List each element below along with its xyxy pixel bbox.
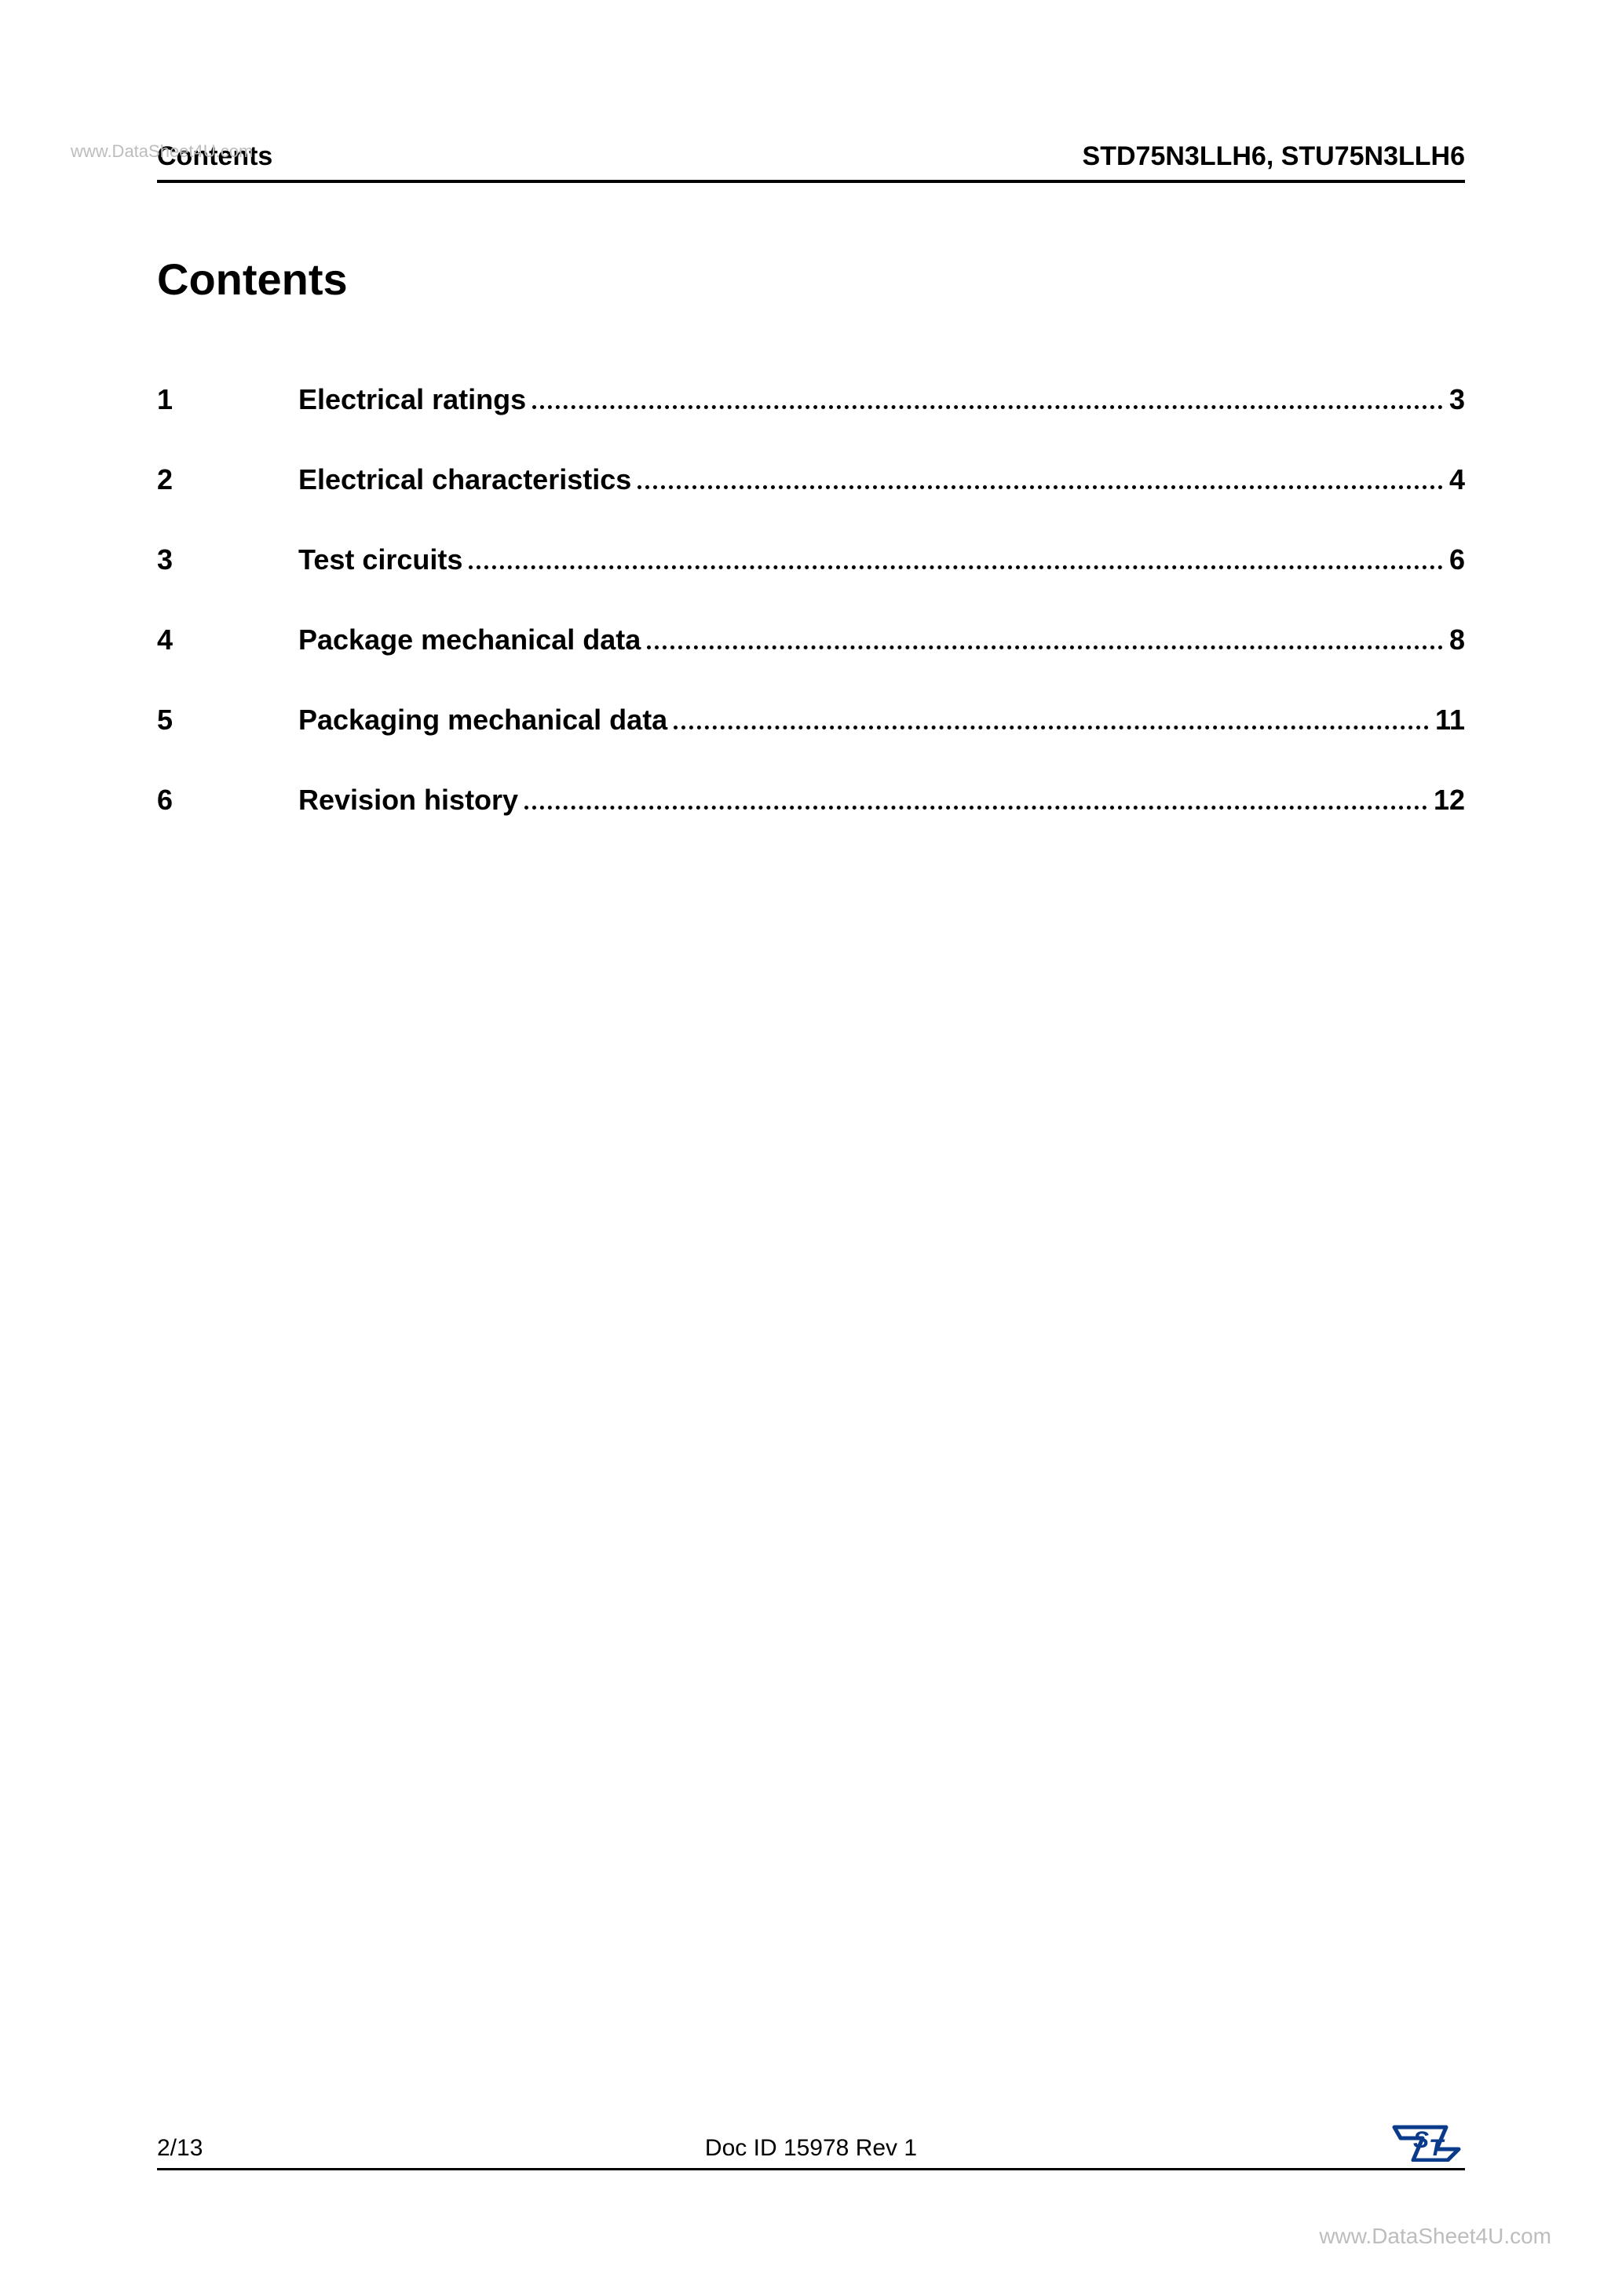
header-row: Contents STD75N3LLH6, STU75N3LLH6 [157, 141, 1465, 183]
toc-entry-number: 6 [157, 784, 298, 817]
watermark-top: www.DataSheet4U.com [71, 141, 253, 162]
toc-entry-title: Package mechanical data [298, 623, 641, 656]
toc-leader-dots [647, 645, 1443, 649]
toc-entry-page: 11 [1435, 704, 1465, 737]
st-logo-icon: S T [1390, 2115, 1465, 2162]
toc-entry[interactable]: 1 Electrical ratings 3 [157, 383, 1465, 416]
footer-row: 2/13 Doc ID 15978 Rev 1 S T [157, 2115, 1465, 2170]
toc-entry-page: 6 [1449, 543, 1465, 576]
toc-entry[interactable]: 5 Packaging mechanical data 11 [157, 704, 1465, 737]
toc-entry-number: 2 [157, 463, 298, 496]
table-of-contents: 1 Electrical ratings 3 2 Electrical char… [157, 383, 1465, 817]
toc-entry-number: 5 [157, 704, 298, 737]
watermark-bottom: www.DataSheet4U.com [1319, 2224, 1551, 2249]
toc-entry-number: 4 [157, 623, 298, 656]
toc-entry[interactable]: 2 Electrical characteristics 4 [157, 463, 1465, 496]
toc-entry-title: Test circuits [298, 543, 462, 576]
toc-entry-page: 12 [1434, 784, 1465, 817]
toc-leader-dots [524, 806, 1427, 810]
toc-entry-number: 3 [157, 543, 298, 576]
footer-logo: S T [1390, 2115, 1465, 2162]
toc-entry-page: 3 [1449, 383, 1465, 416]
toc-entry[interactable]: 6 Revision history 12 [157, 784, 1465, 817]
toc-leader-dots [637, 485, 1443, 489]
toc-entry-title: Electrical ratings [298, 383, 526, 416]
svg-text:T: T [1429, 2135, 1445, 2161]
footer-doc-id: Doc ID 15978 Rev 1 [705, 2135, 917, 2162]
toc-entry[interactable]: 4 Package mechanical data 8 [157, 623, 1465, 656]
toc-entry-title: Electrical characteristics [298, 463, 631, 496]
toc-entry-page: 8 [1449, 623, 1465, 656]
svg-text:S: S [1413, 2127, 1429, 2153]
toc-entry-number: 1 [157, 383, 298, 416]
toc-leader-dots [469, 565, 1443, 569]
toc-entry-title: Packaging mechanical data [298, 704, 667, 737]
toc-entry-page: 4 [1449, 463, 1465, 496]
header-part-numbers: STD75N3LLH6, STU75N3LLH6 [1083, 141, 1465, 172]
footer-page-number: 2/13 [157, 2135, 203, 2162]
page-title: Contents [157, 254, 1465, 305]
toc-entry[interactable]: 3 Test circuits 6 [157, 543, 1465, 576]
toc-entry-title: Revision history [298, 784, 518, 817]
toc-leader-dots [532, 405, 1443, 409]
toc-leader-dots [674, 726, 1429, 729]
page: www.DataSheet4U.com Contents STD75N3LLH6… [0, 0, 1622, 2296]
